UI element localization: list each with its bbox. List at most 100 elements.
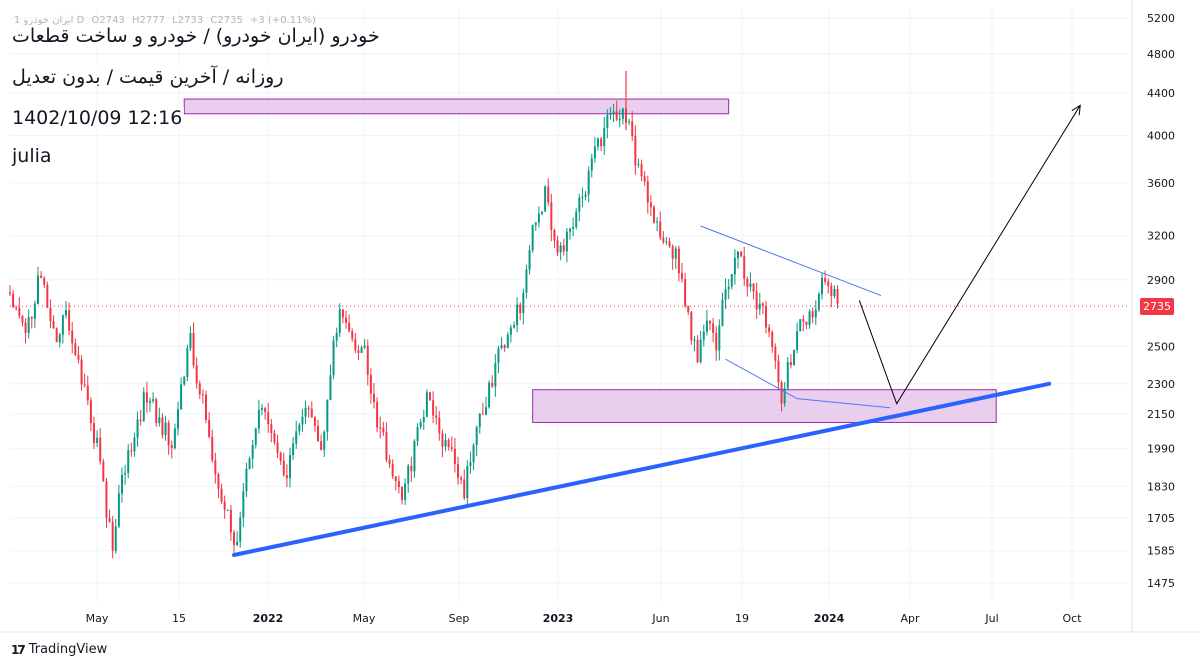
chart-zones <box>183 98 997 423</box>
candle-body <box>475 427 478 446</box>
y-tick-label: 1705 <box>1147 512 1175 525</box>
candle-body <box>177 409 179 429</box>
candle-body <box>186 348 189 377</box>
candle-body <box>528 250 531 270</box>
price-axis[interactable]: 1475 1585 1705 1830 1990 2150 2300 2500 2900 3200… <box>1131 0 1175 632</box>
candle-body <box>394 476 397 482</box>
candle-body <box>746 278 749 287</box>
projection-arrowhead <box>1071 104 1081 116</box>
candle-body <box>149 400 151 403</box>
projection-path <box>858 105 1081 405</box>
candle-body <box>497 348 500 364</box>
y-tick-label: 1475 <box>1147 577 1175 590</box>
candle-body <box>590 158 593 171</box>
candle-body <box>466 465 469 499</box>
chart-title: خودرو (ایران خودرو) / خودرو و ساخت قطعات <box>10 25 382 47</box>
y-tick-label: 4000 <box>1147 130 1175 143</box>
candle-body <box>323 431 326 450</box>
candle-body <box>488 382 491 408</box>
candle-body <box>139 419 142 421</box>
candle-body <box>335 332 338 341</box>
candle-body <box>811 311 814 318</box>
y-tick-label: 2900 <box>1147 274 1175 287</box>
candle-body <box>270 424 273 434</box>
tradingview-brand[interactable]: 17 TradingView <box>11 642 107 657</box>
candle-body <box>80 359 83 385</box>
time-axis[interactable]: May 15 2022 May Sep 2023 Jun 19 2024 Apr Jul Oct <box>0 612 1200 633</box>
candle-body <box>469 462 472 466</box>
ohlc-close: C2735 <box>210 15 243 26</box>
candle-body <box>612 111 615 115</box>
candle-body <box>690 311 693 341</box>
candle-body <box>30 317 33 319</box>
candle-body <box>737 251 739 258</box>
candle-body <box>407 465 410 484</box>
candle-body <box>161 417 164 436</box>
candlestick-series <box>9 71 839 559</box>
candle-body <box>114 526 117 551</box>
candle-body <box>752 283 755 292</box>
x-tick-label: May <box>353 612 376 625</box>
candle-body <box>71 330 74 344</box>
candle-body <box>506 334 509 348</box>
candle-body <box>600 138 603 146</box>
plot-background <box>10 8 1130 602</box>
candle-body <box>145 392 148 403</box>
candle-body <box>366 345 369 375</box>
candle-body <box>575 211 578 227</box>
y-tick-label: 3200 <box>1147 230 1175 243</box>
x-tick-label: Apr <box>900 612 920 625</box>
candle-body <box>789 361 792 366</box>
candle-body <box>27 317 30 334</box>
y-tick-label: 3600 <box>1147 177 1175 190</box>
candle-body <box>226 509 229 511</box>
candle-body <box>133 437 136 452</box>
candle-body <box>671 246 674 259</box>
candle-body <box>317 425 319 442</box>
candle-body <box>388 459 391 464</box>
candle-body <box>102 461 105 482</box>
x-tick-label: Oct <box>1062 612 1082 625</box>
y-tick-label: 2500 <box>1147 340 1175 353</box>
candle-body <box>743 256 746 279</box>
candle-body <box>195 365 198 384</box>
candle-body <box>516 304 519 326</box>
candle-body <box>201 394 204 396</box>
candle-body <box>702 331 705 340</box>
candle-body <box>142 392 145 421</box>
candle-body <box>472 445 475 463</box>
candle-body <box>500 345 503 349</box>
candle-body <box>61 315 64 335</box>
candle-body <box>416 426 419 442</box>
candle-body <box>808 311 811 326</box>
candle-body <box>668 241 671 247</box>
candle-body <box>578 197 581 212</box>
candle-body <box>677 248 680 274</box>
candle-body <box>653 207 655 223</box>
candle-body <box>15 307 18 309</box>
candle-body <box>379 427 382 429</box>
candle-body <box>481 413 484 415</box>
candle-body <box>674 248 677 259</box>
candle-body <box>404 483 407 501</box>
candle-body <box>821 278 823 295</box>
candle-body <box>363 345 366 348</box>
candle-body <box>768 327 771 333</box>
candle-body <box>833 288 836 297</box>
candle-body <box>24 322 27 334</box>
candle-body <box>217 474 220 489</box>
candle-body <box>827 281 830 286</box>
lower-channel-line <box>725 358 891 409</box>
candle-body <box>233 532 235 545</box>
y-tick-label: 5200 <box>1147 12 1175 25</box>
candle-body <box>301 416 304 425</box>
candle-body <box>310 408 313 418</box>
candle-body <box>478 413 481 428</box>
candle-body <box>544 186 547 212</box>
brand-name: TradingView <box>28 642 108 657</box>
candle-body <box>491 382 494 387</box>
candle-body <box>659 221 662 238</box>
x-tick-label: Jul <box>984 612 998 625</box>
candle-body <box>167 422 170 446</box>
